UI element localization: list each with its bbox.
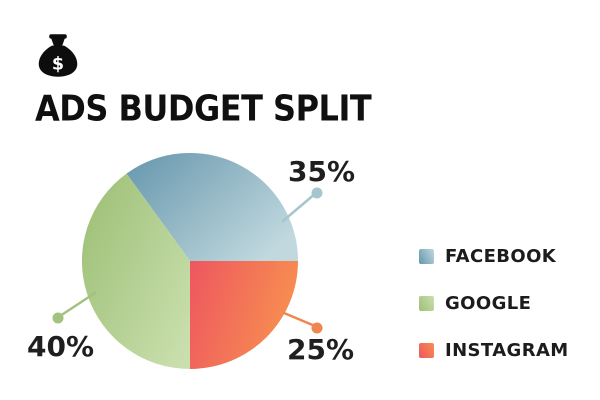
instagram-legend-label: INSTAGRAM: [445, 339, 569, 361]
money-bag-tie: [49, 34, 67, 39]
google-callout-dot: [52, 312, 64, 324]
facebook-callout-dot: [311, 187, 323, 199]
slice-value-instagram: 25%: [287, 333, 355, 366]
dollar-sign-icon: $: [52, 54, 64, 74]
facebook-legend-label: FACEBOOK: [445, 245, 557, 267]
legend-item-facebook: FACEBOOK: [419, 245, 569, 267]
pie-slice-facebook: [126, 152, 298, 261]
legend: FACEBOOK GOOGLE INSTAGRAM: [419, 245, 569, 388]
google-legend-label: GOOGLE: [445, 292, 532, 314]
page-title: ADS BUDGET SPLIT: [35, 87, 372, 130]
slice-value-facebook: 35%: [288, 155, 356, 188]
legend-item-instagram: INSTAGRAM: [419, 339, 569, 361]
money-bag-body: [38, 45, 78, 77]
legend-item-google: GOOGLE: [419, 292, 569, 314]
facebook-swatch: [419, 248, 434, 264]
money-bag-neck: [51, 37, 65, 47]
slice-value-google: 40%: [27, 330, 95, 363]
google-swatch: [419, 295, 434, 311]
money-bag-icon: $: [38, 34, 78, 77]
instagram-callout-line: [282, 311, 317, 328]
pie-slice-instagram: [190, 261, 298, 369]
instagram-swatch: [419, 342, 434, 358]
facebook-callout-line: [281, 191, 318, 223]
instagram-callout-dot: [311, 322, 323, 334]
google-callout-line: [58, 291, 97, 318]
pie-slice-google: [81, 173, 190, 369]
